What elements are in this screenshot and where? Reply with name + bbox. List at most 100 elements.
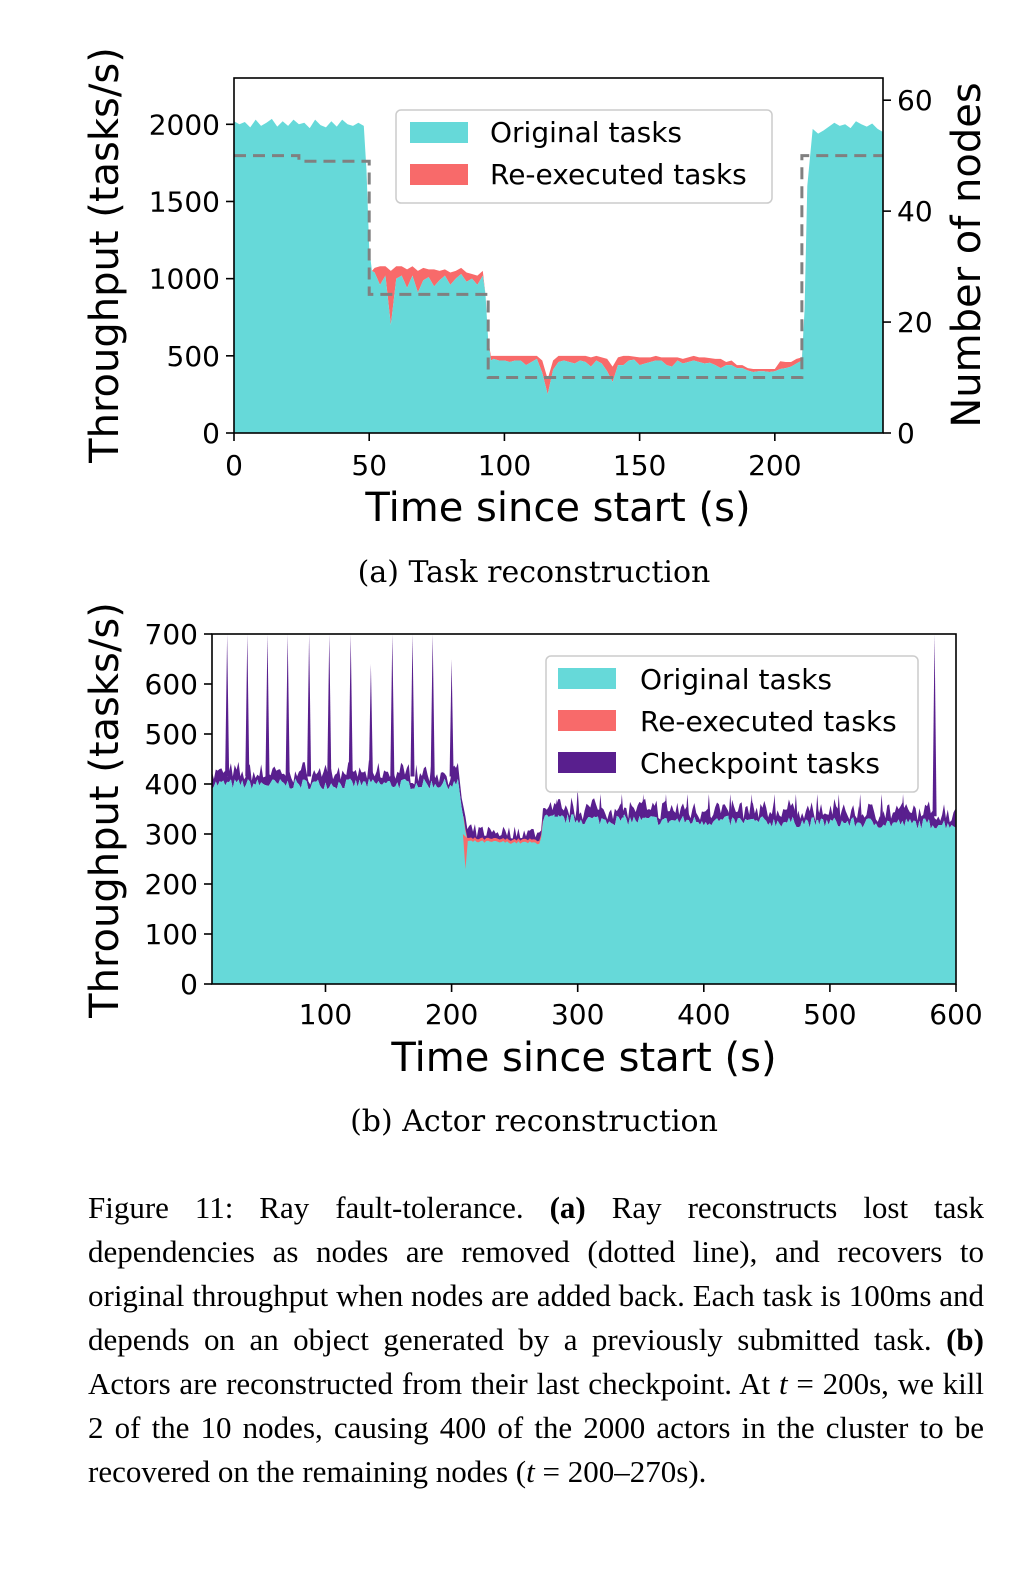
checkpoint-spike [932, 634, 937, 817]
legend-a-swatch-reexecuted [410, 164, 468, 185]
xtick-label: 200 [425, 998, 478, 1031]
figure-caption: Figure 11: Ray fault-tolerance. (a) Ray … [88, 1186, 984, 1494]
ytick-label: 500 [145, 718, 198, 751]
chart-a-y2label: Number of nodes [944, 82, 990, 427]
checkpoint-spike [245, 634, 250, 777]
legend-b-label-reexecuted: Re-executed tasks [640, 705, 897, 738]
xtick-label: 200 [748, 449, 801, 482]
xtick-label: 150 [613, 449, 666, 482]
xtick-label: 50 [351, 449, 387, 482]
nodes-line [234, 154, 883, 380]
legend-a-box [395, 109, 773, 204]
ytick-label: 200 [145, 868, 198, 901]
area-original-tasks [234, 118, 883, 434]
caption-label: Figure 11: [88, 1190, 234, 1225]
chart-a-xticks: 0 50 100 150 200 [225, 433, 802, 482]
y2tick-label: 40 [897, 195, 933, 228]
checkpoint-spike [449, 659, 454, 777]
chart-a-y2ticks: 0 20 40 60 [883, 84, 933, 450]
chart-b-ylabel: Throughput (tasks/s) [82, 602, 128, 1019]
chart-b-xlabel: Time since start (s) [390, 1035, 776, 1081]
chart-b-subcaption: (b) Actor reconstruction [350, 1104, 718, 1139]
caption-t-variable: t [778, 1366, 788, 1401]
legend-b-box [545, 655, 919, 793]
checkpoint-spike [410, 634, 415, 777]
ytick-label: 1000 [149, 263, 220, 296]
area-original-tasks [212, 778, 956, 984]
legend-b-swatch-checkpoint [558, 752, 616, 773]
ytick-label: 0 [180, 968, 198, 1001]
legend-a-swatch-original [410, 122, 468, 143]
caption-b-text-1: Actors are reconstructed from their last… [88, 1366, 779, 1401]
checkpoint-minor-spike [620, 794, 624, 818]
xtick-label: 600 [929, 998, 982, 1031]
checkpoint-minor-spike [772, 794, 777, 820]
checkpoint-spike [307, 634, 312, 777]
chart-b-xticks: 100 200 300 400 500 600 [299, 984, 983, 1031]
caption-t-variable-2: t [526, 1454, 535, 1489]
checkpoint-spike [390, 634, 395, 777]
y2tick-label: 0 [897, 417, 915, 450]
chart-a-ylabel: Throughput (tasks/s) [82, 47, 128, 464]
legend-a-label-original: Original tasks [490, 116, 682, 149]
xtick-label: 0 [225, 449, 243, 482]
caption-intro: Ray fault-tolerance. [233, 1190, 550, 1225]
checkpoint-minor-spike [707, 794, 711, 819]
chart-b-frame [211, 633, 957, 985]
checkpoint-spike [430, 634, 435, 777]
chart-a-areas [234, 118, 883, 434]
checkpoint-minor-spike [901, 794, 905, 821]
ytick-label: 0 [202, 417, 220, 450]
checkpoint-minor-spike [749, 794, 754, 820]
caption-b-text-3: = 200–270s). [534, 1454, 707, 1489]
checkpoint-spike [285, 634, 290, 777]
ytick-label: 600 [145, 668, 198, 701]
checkpoint-minor-spike [858, 794, 862, 821]
y2tick-label: 60 [897, 84, 933, 117]
checkpoint-minor-spike [575, 789, 580, 817]
checkpoint-minor-spike [728, 794, 733, 819]
chart-a-subcaption: (a) Task reconstruction [358, 555, 711, 590]
legend-b-swatch-reexecuted [558, 710, 616, 731]
chart-actor-reconstruction: 100 200 300 400 500 600 0 100 200 300 400 500 600 70… [82, 602, 983, 1139]
checkpoint-minor-spike [554, 799, 559, 817]
legend-b-label-checkpoint: Checkpoint tasks [640, 747, 880, 780]
chart-a-legend: Original tasks Re-executed tasks [395, 109, 773, 204]
ytick-label: 500 [167, 340, 220, 373]
caption-a-text: Ray reconstructs lost task dependencies … [88, 1190, 984, 1357]
legend-b-swatch-original [558, 668, 616, 689]
caption-b-text-2: = 200s, we kill 2 of the 10 nodes, causi… [88, 1366, 984, 1489]
chart-task-reconstruction: 0 50 100 150 200 0 500 1000 1500 2000 0 20 40 60 Ti… [82, 47, 990, 590]
ytick-label: 400 [145, 768, 198, 801]
chart-b-legend: Original tasks Re-executed tasks Checkpo… [545, 655, 919, 793]
checkpoint-minor-spike [879, 794, 884, 821]
ytick-label: 1500 [149, 185, 220, 218]
checkpoint-minor-spike [641, 794, 646, 818]
caption-b-marker: (b) [946, 1322, 984, 1357]
checkpoint-spike [265, 634, 270, 777]
chart-b-yticks: 0 100 200 300 400 500 600 700 [145, 618, 212, 1001]
ytick-label: 700 [145, 618, 198, 651]
xtick-label: 100 [478, 449, 531, 482]
checkpoint-spike [225, 634, 230, 777]
checkpoint-minor-spike [794, 794, 798, 820]
checkpoint-minor-spike [685, 794, 690, 819]
chart-a-yticks: 0 500 1000 1500 2000 [149, 108, 234, 450]
caption-a-marker: (a) [549, 1190, 586, 1225]
legend-b-label-original: Original tasks [640, 663, 832, 696]
xtick-label: 300 [551, 998, 604, 1031]
checkpoint-minor-spike [664, 794, 668, 818]
ytick-label: 100 [145, 918, 198, 951]
xtick-label: 100 [299, 998, 352, 1031]
xtick-label: 400 [677, 998, 730, 1031]
chart-a-xlabel: Time since start (s) [364, 485, 750, 531]
y2tick-label: 20 [897, 306, 933, 339]
checkpoint-spike [327, 634, 332, 777]
checkpoint-minor-spike [598, 794, 603, 818]
chart-a-frame [233, 77, 884, 434]
checkpoint-minor-spike [815, 794, 820, 820]
ytick-label: 300 [145, 818, 198, 851]
legend-a-label-reexecuted: Re-executed tasks [490, 158, 747, 191]
checkpoint-minor-spike [836, 794, 841, 821]
